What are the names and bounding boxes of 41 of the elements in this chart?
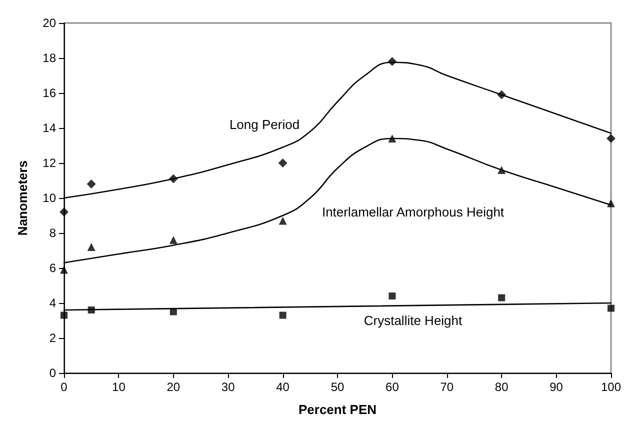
point	[278, 216, 287, 225]
point	[60, 208, 68, 216]
x-tick-label: 30	[221, 380, 236, 394]
y-tick-label: 6	[49, 261, 56, 275]
x-tick-label: 40	[276, 380, 290, 394]
point	[60, 266, 68, 274]
point	[498, 294, 506, 302]
x-axis-title: Percent PEN	[298, 402, 377, 417]
x-tick-label: 60	[386, 380, 400, 394]
x-tick-label: 50	[330, 380, 344, 394]
x-tick-label: 80	[494, 380, 509, 394]
point	[278, 158, 288, 168]
y-tick-label: 10	[42, 191, 56, 205]
point	[608, 304, 614, 312]
x-tick-label: 0	[60, 380, 68, 394]
y-tick-label: 12	[42, 156, 56, 170]
x-tick-label: 10	[112, 380, 126, 394]
point	[86, 180, 96, 188]
x-tick-label: 90	[550, 380, 564, 394]
point	[606, 134, 616, 143]
x-tick-label: 100	[600, 380, 622, 394]
y-tick-label: 0	[49, 366, 56, 380]
annotation: Crystallite Height	[364, 313, 463, 328]
y-axis-title: Nanometers	[15, 160, 30, 236]
y-tick-label: 8	[49, 226, 56, 240]
y-tick-label: 4	[49, 296, 56, 310]
point	[87, 243, 96, 251]
annotation: Interlamellar Amorphous Height	[322, 204, 504, 220]
x-tick-label: 20	[166, 380, 180, 394]
annotation: Long Period	[229, 117, 300, 132]
y-tick-label: 14	[42, 121, 56, 135]
x-tick-label: 70	[440, 380, 454, 394]
y-tick-label: 20	[42, 16, 56, 30]
point	[60, 312, 68, 319]
y-tick-label: 16	[42, 86, 56, 100]
point	[279, 312, 286, 319]
point	[169, 236, 178, 244]
point	[388, 292, 396, 300]
y-tick-label: 2	[49, 331, 56, 345]
y-tick-label: 18	[42, 51, 56, 65]
point	[607, 199, 615, 208]
